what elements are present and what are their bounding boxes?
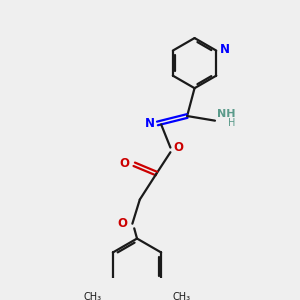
Text: CH₃: CH₃ — [172, 292, 190, 300]
Text: CH₃: CH₃ — [83, 292, 101, 300]
Text: O: O — [118, 217, 128, 230]
Text: N: N — [145, 117, 154, 130]
Text: NH: NH — [217, 109, 235, 119]
Text: O: O — [120, 157, 130, 170]
Text: H: H — [228, 118, 235, 128]
Text: N: N — [220, 43, 230, 56]
Text: O: O — [173, 141, 183, 154]
